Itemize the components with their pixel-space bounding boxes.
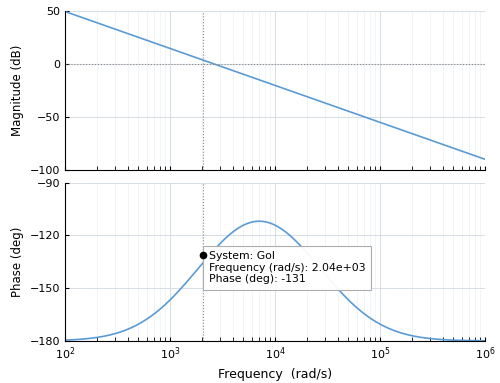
Y-axis label: Phase (deg): Phase (deg) — [11, 226, 24, 297]
X-axis label: Frequency  (rad/s): Frequency (rad/s) — [218, 368, 332, 381]
Y-axis label: Magnitude (dB): Magnitude (dB) — [11, 45, 24, 136]
Text: System: Gol
Frequency (rad/s): 2.04e+03
Phase (deg): -131: System: Gol Frequency (rad/s): 2.04e+03 … — [209, 251, 366, 284]
